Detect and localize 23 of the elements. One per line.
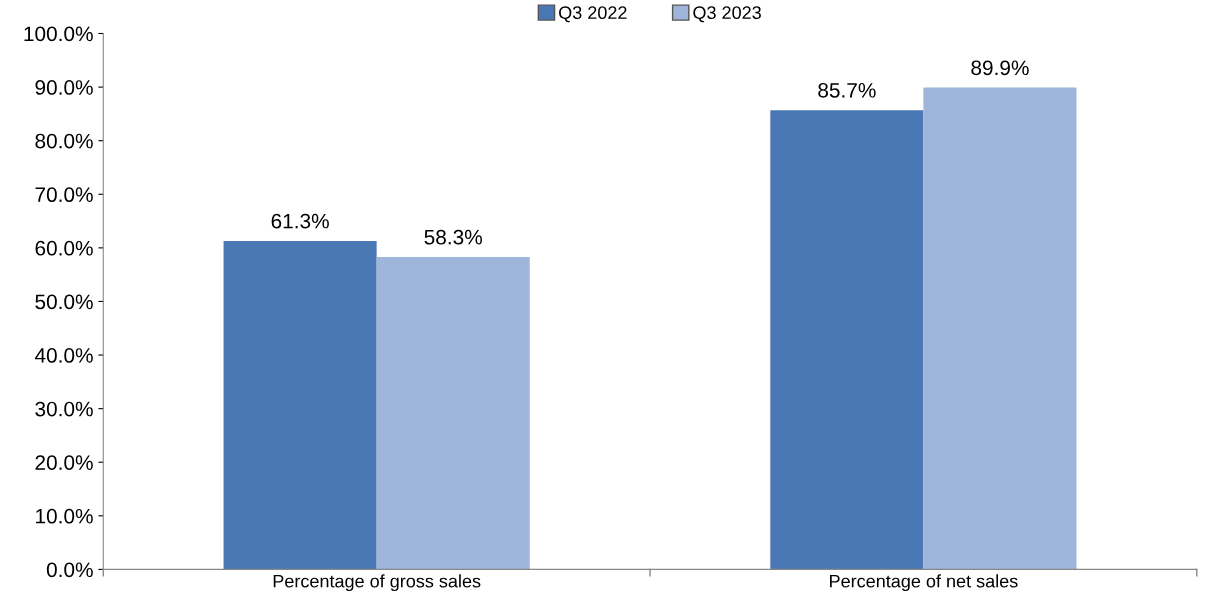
y-tick-label: 80.0% xyxy=(35,133,93,149)
y-tick-label: 70.0% xyxy=(35,187,93,203)
y-tick-label: 10.0% xyxy=(36,508,93,524)
y-tick-label: 40.0% xyxy=(34,348,93,363)
x-tick-label: Percentage of net sales xyxy=(830,574,1018,592)
y-tick-label: 50.0% xyxy=(35,294,93,310)
data-label: 85.7% xyxy=(818,82,876,98)
y-tick-label: 60.0% xyxy=(35,240,93,256)
y-tick-label: 30.0% xyxy=(35,401,93,417)
bar xyxy=(376,256,530,570)
legend-label: Q3 2023 xyxy=(693,6,761,23)
data-label: 89.9% xyxy=(971,60,1029,76)
bar xyxy=(923,87,1077,570)
legend-label: Q3 2022 xyxy=(559,6,627,23)
y-tick-label: 0.0% xyxy=(46,562,93,578)
bar xyxy=(223,240,377,570)
x-tick-label: Percentage of gross sales xyxy=(273,574,481,592)
data-label: 61.3% xyxy=(271,213,329,229)
y-tick-label: 100.0% xyxy=(24,26,93,42)
bar xyxy=(770,110,924,570)
y-tick-label: 20.0% xyxy=(35,455,93,470)
data-label: 58.3% xyxy=(424,229,482,245)
y-tick-label: 90.0% xyxy=(35,80,93,95)
